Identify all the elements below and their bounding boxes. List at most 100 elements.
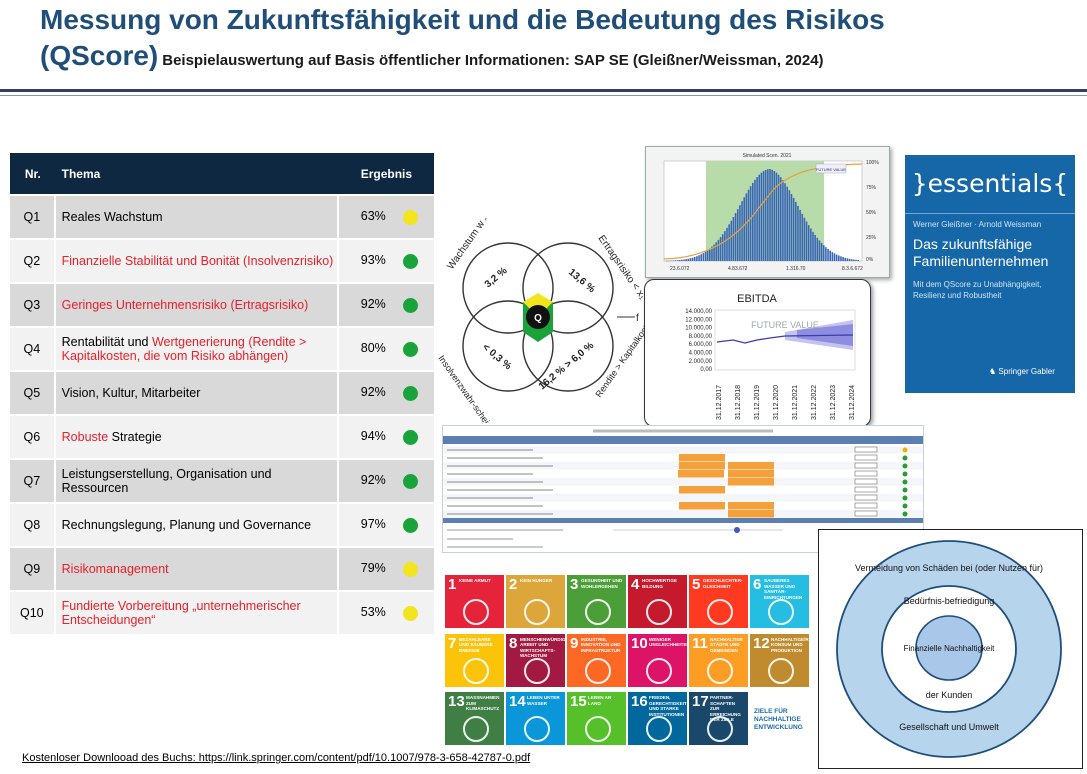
histogram-right-tick: 50% [866,210,877,216]
sdg-number: 12 [753,634,770,652]
table-row: Q7 Leistungserstellung, Organisation und … [10,460,434,502]
result-percent: 94% [360,429,386,443]
inner-circle [915,615,983,681]
inner-label: Finanzielle Nachhaltigkeit [904,644,995,653]
row-topic: Vision, Kultur, Mitarbeiter [55,372,339,414]
sdg-number: 2 [509,576,518,593]
row-topic: Reales Wachstum [55,196,339,238]
histogram-bar [715,242,718,261]
result-percent: 79% [360,561,386,575]
histogram-bar [749,186,752,261]
row-topic: Rentabilität und Wertgenerierung (Rendit… [55,328,339,370]
result-percent: 92% [360,473,386,487]
download-link[interactable]: Kostenloser Downlooad des Buchs: https:/… [22,752,531,764]
sdg-tile-8: 8 MENSCHENWÜRDIGE ARBEIT UND WIRTSCHAFTS-… [506,633,565,687]
sdg-tile-10: 10 WENIGER UNGLEICHHEITEN [628,633,687,687]
sdg-number: 6 [753,576,762,593]
venn-label-risk: Ertragsrisiko < x₁ [596,233,645,302]
venn-diagram: Q Wachstum w > 0 Ertragsrisiko < x₁ Inso… [436,218,645,423]
row-number: Q5 [10,372,56,414]
sdg-tile-3: 3 GESUNDHEIT UND WOHLERGEHEN [567,575,626,628]
rating-row [443,478,923,486]
sdg-tile-7: 7 BEZAHLBARE UND SAUBERE ENERGIE [445,633,504,687]
sdg-grid: 1 KEINE ARMUT 2 KEIN HUNGER 3 GESUNDHEIT UND … [445,575,813,745]
sdg-goal-icon [585,599,611,625]
rating-rows [443,446,923,518]
row-number: Q10 [10,592,56,634]
histogram-bar [672,260,675,261]
sdg-label: MENSCHENWÜRDIGE ARBEIT UND WIRTSCHAFTS-W… [520,636,565,659]
topic-text: Rechnungslegung, Planung und Governance [61,518,312,532]
sdg-number: 7 [448,634,457,652]
histogram-bar [745,193,748,261]
histogram-x-tick: 23.6.072 [670,266,690,272]
sdg-tile-9: 9 INDUSTRIE, INNOVATION UND INFRASTRUKTUR [567,633,626,687]
book-brand: }essentials{ [911,169,1069,198]
histogram-bar [795,201,797,261]
row-number: Q7 [10,460,56,502]
table-row: Q9 Risikomanagement 79% [10,548,434,590]
sdg-label: KEIN HUNGER [520,578,553,583]
sdg-goal-icon [524,716,550,742]
springer-horse-icon: ♞ [989,367,999,376]
row-result: 92% [338,372,434,414]
histogram-bar [820,242,823,261]
row-result: 97% [338,504,434,546]
ebitda-x-tick: 31.12.2017 [716,385,723,420]
ebitda-y-tick: 6.000,00 [689,342,713,348]
histogram-chart: Simulated Scen. 2021 FUTURE VALUE 23.6.0… [646,147,889,277]
status-dot-green [402,430,418,445]
histogram-bar [724,231,726,261]
ebitda-y-tick: 2.000,00 [689,359,713,365]
histogram-badge: FUTURE VALUE [816,167,846,172]
histogram-bar [777,174,780,261]
sdg-label: LEBEN UNTER WASSER [527,695,560,706]
book-authors: Werner Gleißner · Arnold Weissman [913,220,1042,229]
ebitda-x-tick: 31.12.2018 [735,385,742,420]
histogram-bar [769,169,771,261]
title-line-2: (QScore) [40,40,159,71]
sdg-label: SAUBERES WASSER UND SANITÄR-EINRICHTUNGE… [764,578,803,600]
sdg-goal-icon [646,716,672,742]
histogram-x-tick: 1.316.70 [786,266,806,272]
histogram-bar [732,216,735,261]
venn-value-growth: 3,2 % [483,265,510,290]
topic-text: Vision, Kultur, Mitarbeiter [61,386,201,400]
histogram-bar [674,260,677,261]
status-dot-green [402,474,418,489]
histogram-bar [782,180,784,261]
status-dot-green [402,518,418,533]
histogram-bar [696,256,698,261]
histogram-bar [717,239,720,261]
outer-label: Vermeidung von Schäden bei (oder Nutzen … [855,563,1043,573]
histogram-bar [773,171,776,261]
result-percent: 93% [360,253,386,267]
table-row: Q6 Robuste Strategie 94% [10,416,434,458]
row-result: 53% [338,592,434,634]
ebitda-x-tick: 31.12.2021 [792,385,799,420]
rating-highlight-cell [678,470,724,478]
venn-center-dot [526,305,550,329]
row-topic: Leistungserstellung, Organisation und Re… [55,460,339,502]
histogram-bar [762,171,765,261]
sdg-number: 14 [509,693,526,710]
rating-trend-icon [902,471,908,477]
sdg-label: BEZAHLBARE UND SAUBERE ENERGIE [459,636,493,653]
status-dot-green [402,386,418,401]
histogram-bar [807,225,810,261]
sdg-tile-11: 11 NACHHALTIGE STÄDTE UND GEMEINDEN [689,633,748,687]
histogram-bar [799,209,801,261]
histogram-bar [857,260,859,261]
histogram-right-tick: 75% [866,185,877,191]
sdg-goal-icon [646,599,672,625]
topic-text: Wertgenerierung (Rendite > Kapitalkosten… [61,335,307,363]
sdg-tile-15: 15 LEBEN AN LAND [567,692,626,745]
topic-text: Fundierte Vorbereitung „unternehmerische… [61,599,301,627]
rating-highlight-cell [679,502,725,510]
venn-value-return: 16,2 % > 6,0 % [537,340,596,392]
header-rule [0,89,1087,92]
result-percent: 97% [360,517,386,531]
histogram-bar [805,221,808,261]
sdg-number: 3 [570,576,579,593]
rating-trend-icon [902,495,908,501]
